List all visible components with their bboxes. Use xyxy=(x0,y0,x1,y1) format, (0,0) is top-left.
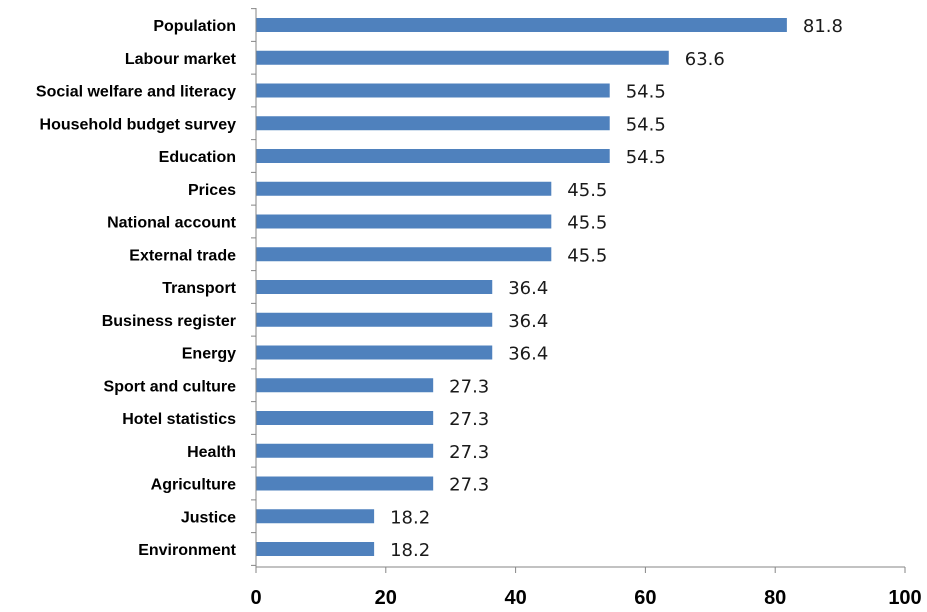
bar-6 xyxy=(256,214,552,229)
category-label: Social welfare and literacy xyxy=(36,84,236,101)
value-label: 36.4 xyxy=(508,344,548,365)
value-label: 18.2 xyxy=(390,507,430,528)
bar-2 xyxy=(256,83,610,98)
x-tick-label: 20 xyxy=(375,587,397,609)
value-label: 45.5 xyxy=(567,245,607,266)
bar-16 xyxy=(256,542,375,556)
bar-11 xyxy=(256,378,434,393)
category-label: Household budget survey xyxy=(40,116,237,133)
bar-1 xyxy=(256,50,669,65)
bar-0 xyxy=(256,18,787,32)
x-tick-label: 100 xyxy=(888,587,921,609)
category-label: Hotel statistics xyxy=(122,411,236,428)
value-label: 36.4 xyxy=(508,311,548,332)
bar-7 xyxy=(256,247,552,262)
bar-15 xyxy=(256,509,375,524)
bar-4 xyxy=(256,149,610,163)
bar-8 xyxy=(256,280,493,294)
value-label: 27.3 xyxy=(449,442,489,463)
category-label: Education xyxy=(159,149,236,166)
axis-layer xyxy=(251,8,906,573)
category-label: Justice xyxy=(181,509,236,526)
category-label: Environment xyxy=(138,542,236,559)
x-tick-label: 40 xyxy=(504,587,526,609)
value-label: 45.5 xyxy=(567,213,607,234)
value-label: 27.3 xyxy=(449,376,489,397)
bar-5 xyxy=(256,181,552,196)
bar-14 xyxy=(256,476,434,491)
value-label: 54.5 xyxy=(626,82,666,103)
bar-10 xyxy=(256,345,493,360)
value-label: 27.3 xyxy=(449,409,489,430)
category-label: Prices xyxy=(188,182,236,199)
bar-13 xyxy=(256,443,434,458)
value-label: 63.6 xyxy=(685,49,725,70)
category-label: Population xyxy=(153,18,236,35)
category-label: Energy xyxy=(182,346,236,363)
category-label: Health xyxy=(187,444,236,461)
category-label: Agriculture xyxy=(151,477,236,494)
x-tick-label: 0 xyxy=(250,587,261,609)
bar-3 xyxy=(256,116,610,131)
x-tick-label: 60 xyxy=(634,587,656,609)
category-label: Transport xyxy=(162,280,236,297)
value-label: 54.5 xyxy=(626,114,666,135)
x-tick-label: 80 xyxy=(764,587,786,609)
category-label: Business register xyxy=(102,313,236,330)
category-label: Labour market xyxy=(125,51,237,68)
category-label: External trade xyxy=(129,247,236,264)
bar-9 xyxy=(256,312,493,327)
labels-layer: Population 81.8 Labour market 63.6 Social we… xyxy=(36,16,922,609)
value-label: 54.5 xyxy=(626,147,666,168)
value-label: 45.5 xyxy=(567,180,607,201)
value-label: 27.3 xyxy=(449,475,489,496)
category-label: Sport and culture xyxy=(104,378,237,395)
value-label: 18.2 xyxy=(390,540,430,561)
value-label: 36.4 xyxy=(508,278,548,299)
bar-12 xyxy=(256,411,434,425)
bars-layer xyxy=(256,18,787,556)
category-label: National account xyxy=(107,215,237,232)
value-label: 81.8 xyxy=(803,16,843,37)
